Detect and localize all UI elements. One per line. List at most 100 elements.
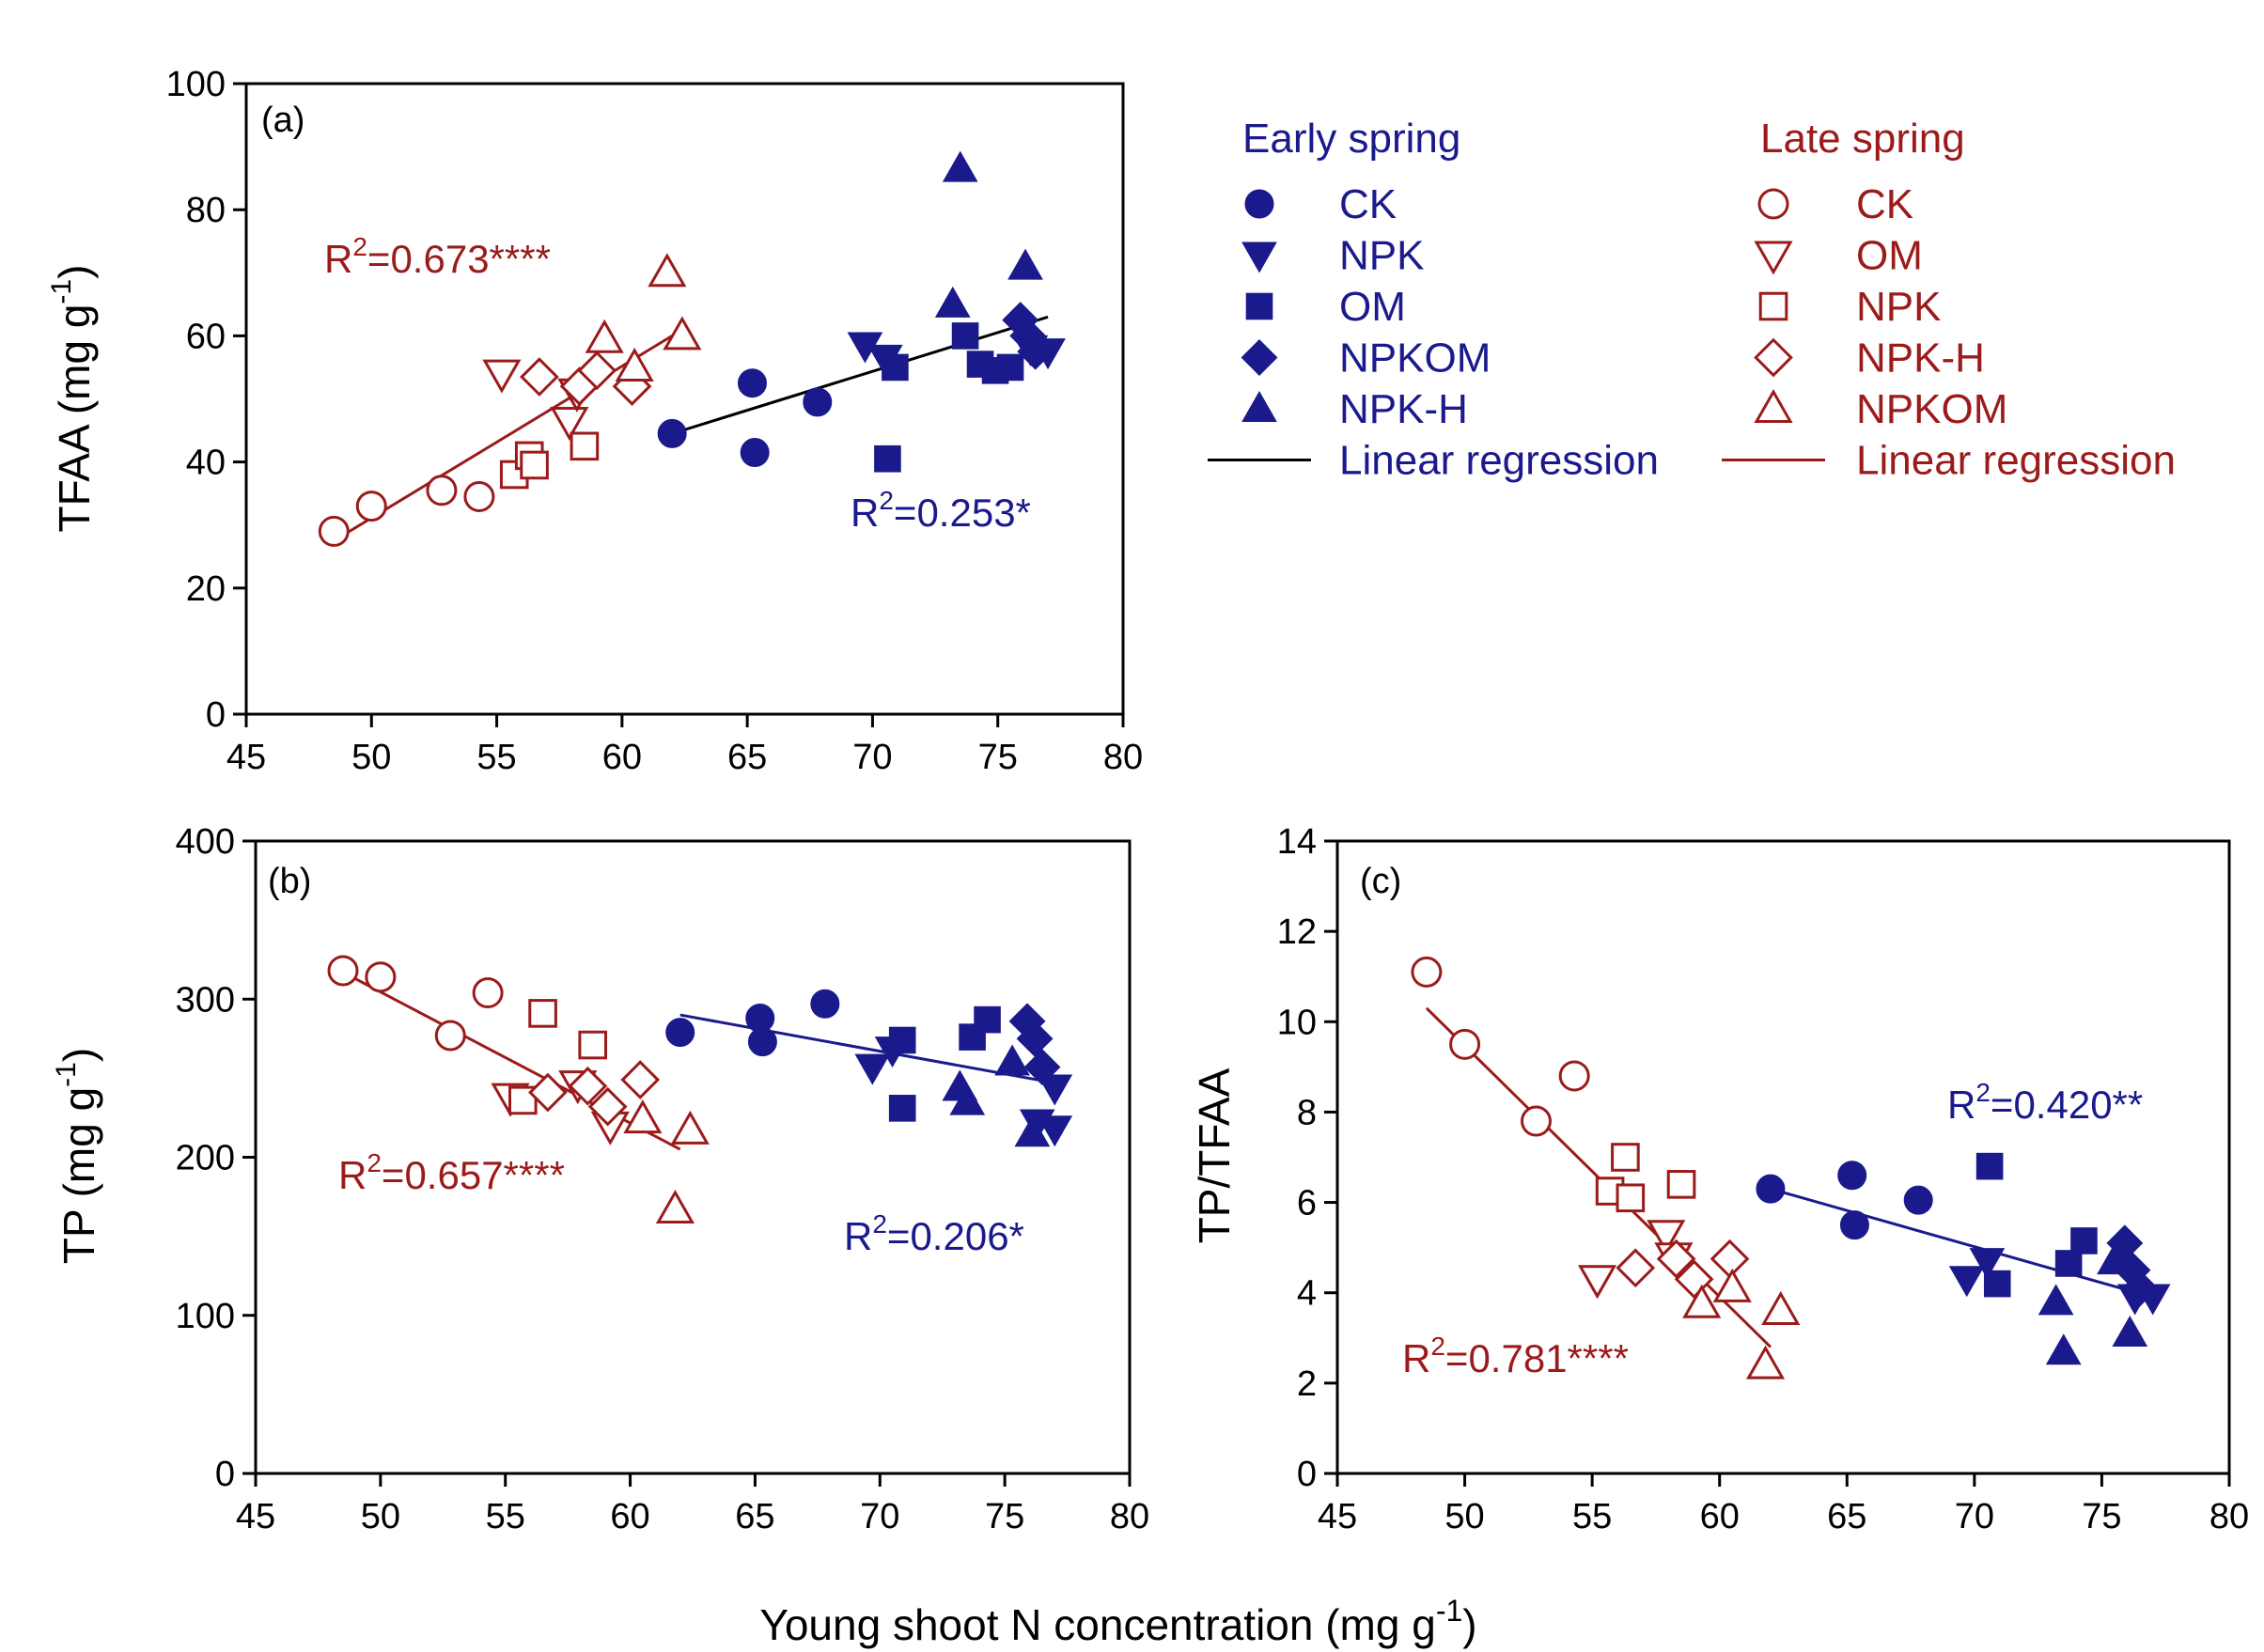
y-axis-label-text: TP (mg g xyxy=(55,1087,103,1264)
data-point-early-ck xyxy=(737,368,767,398)
r2-early-annotation: R2=0.206* xyxy=(844,1209,1024,1258)
y-tick-label: 14 xyxy=(1277,822,1317,862)
x-tick-label: 45 xyxy=(226,738,266,777)
x-tick-label: 55 xyxy=(1572,1497,1612,1536)
data-point-late-npk-h xyxy=(520,357,559,397)
data-point-late-ck xyxy=(355,491,387,522)
data-point-early-om xyxy=(996,353,1024,382)
x-tick-label: 60 xyxy=(1700,1497,1740,1536)
data-point-late-npkom xyxy=(655,1189,695,1224)
data-point-early-ck xyxy=(810,989,840,1019)
data-point-late-ck xyxy=(426,475,458,507)
legend-label: NPK-H xyxy=(1339,386,1468,432)
data-point-late-npk xyxy=(520,450,549,480)
data-point-late-om xyxy=(1647,1220,1686,1255)
legend-marker-npk xyxy=(1241,242,1277,273)
data-point-early-npk xyxy=(1969,1248,2006,1280)
data-point-early-npk-h xyxy=(2045,1333,2082,1365)
data-point-early-om xyxy=(1975,1152,2004,1180)
x-tick-label: 60 xyxy=(610,1497,649,1536)
data-point-early-om xyxy=(1983,1270,2011,1298)
x-axis-label: Young shoot N concentration (mg g-1) xyxy=(759,1594,1476,1649)
legend-item: OM xyxy=(1245,284,1406,330)
data-point-late-npk xyxy=(508,1085,538,1115)
legend-item: OM xyxy=(1754,233,1923,279)
legend-item: NPK xyxy=(1758,284,1941,330)
data-point-late-npk-h xyxy=(1656,1239,1696,1279)
x-tick-label: 45 xyxy=(236,1497,275,1536)
y-axis-label-text: TFAA (mg g xyxy=(50,304,99,533)
legend-item: NPK-H xyxy=(1754,335,1985,382)
data-point-late-npk xyxy=(1666,1170,1696,1199)
legend-item: CK xyxy=(1244,181,1397,227)
y-axis-label-sup: -1 xyxy=(46,279,77,304)
legend-marker-npk-h xyxy=(1754,337,1793,378)
data-point-early-npk-h xyxy=(942,150,978,182)
data-point-early-npk-h xyxy=(1007,248,1043,280)
legend-marker-ck xyxy=(1244,189,1274,219)
data-point-early-om xyxy=(882,353,909,382)
y-tick-label: 20 xyxy=(186,569,226,609)
data-point-late-npkom xyxy=(670,1110,710,1145)
r2-late-annotation: R2=0.657**** xyxy=(338,1148,565,1197)
panel-a: 45 50 55 60 65 70 75 80 0 20 40 60 80 100 TFAA (mg g-1… xyxy=(46,65,1143,777)
x-tick-label: 50 xyxy=(1444,1497,1484,1536)
x-tick-label: 50 xyxy=(351,738,391,777)
x-tick-label: 55 xyxy=(486,1497,525,1536)
x-tick-label: 75 xyxy=(985,1497,1024,1536)
panel-label: (b) xyxy=(268,862,311,901)
legend-item: NPKOM xyxy=(1754,386,2007,432)
data-point-early-npk-h xyxy=(2112,1315,2148,1347)
y-tick-label: 0 xyxy=(1297,1455,1317,1494)
data-point-early-npk-h xyxy=(934,286,971,318)
data-point-early-ck xyxy=(1837,1161,1867,1191)
data-point-late-npkom xyxy=(623,1099,663,1134)
legend-label: NPK xyxy=(1856,284,1941,330)
y-tick-label: 2 xyxy=(1297,1364,1317,1404)
data-point-early-npk xyxy=(854,1053,891,1085)
x-axis-label-sup: -1 xyxy=(1436,1594,1462,1628)
data-point-late-ck xyxy=(1558,1060,1590,1092)
data-point-early-npk-h xyxy=(949,1083,986,1115)
legend-label: OM xyxy=(1856,233,1923,279)
data-point-late-npk-h xyxy=(528,1072,568,1113)
data-point-late-npkom xyxy=(615,347,654,382)
data-point-late-npk-h xyxy=(577,351,617,391)
y-tick-label: 100 xyxy=(176,1297,235,1336)
legend-label: Linear regression xyxy=(1856,438,2176,484)
y-axis-label-end: ) xyxy=(55,1048,103,1062)
data-point-early-npk-h xyxy=(2097,1243,2132,1275)
data-point-late-npkom xyxy=(1682,1284,1722,1318)
panel-label: (a) xyxy=(261,101,304,140)
x-tick-label: 65 xyxy=(735,1497,774,1536)
data-point-late-ck xyxy=(472,977,504,1009)
x-tick-label: 65 xyxy=(727,738,767,777)
data-point-early-om xyxy=(874,444,901,473)
data-point-early-ck xyxy=(803,387,833,417)
legend-label: Linear regression xyxy=(1339,438,1659,484)
data-point-late-npkom xyxy=(1761,1290,1801,1325)
legend-early-title: Early spring xyxy=(1242,116,1460,162)
data-point-late-ck xyxy=(365,961,397,993)
data-point-early-ck xyxy=(1756,1174,1786,1204)
y-axis-label: TP/TFAA xyxy=(1190,1068,1239,1243)
data-point-late-npkom xyxy=(663,316,702,351)
y-axis-label: TFAA (mg g-1) xyxy=(46,265,99,533)
y-tick-label: 0 xyxy=(215,1455,235,1494)
x-tick-label: 80 xyxy=(1103,738,1143,777)
data-point-late-npkom xyxy=(1745,1345,1786,1379)
legend-marker-npkom xyxy=(1754,388,1793,423)
data-point-late-npk-h xyxy=(587,1086,628,1127)
y-tick-label: 40 xyxy=(186,444,226,483)
x-tick-label: 45 xyxy=(1318,1497,1357,1536)
data-point-late-npk xyxy=(528,999,557,1028)
r2-early-annotation: R2=0.253* xyxy=(851,486,1031,535)
legend-item: Linear regression xyxy=(1722,438,2176,484)
legend: Early spring Late spring CKNPKOMNPKOMNPK… xyxy=(1208,116,2176,484)
y-tick-label: 8 xyxy=(1297,1093,1317,1132)
x-tick-label: 80 xyxy=(1110,1497,1149,1536)
